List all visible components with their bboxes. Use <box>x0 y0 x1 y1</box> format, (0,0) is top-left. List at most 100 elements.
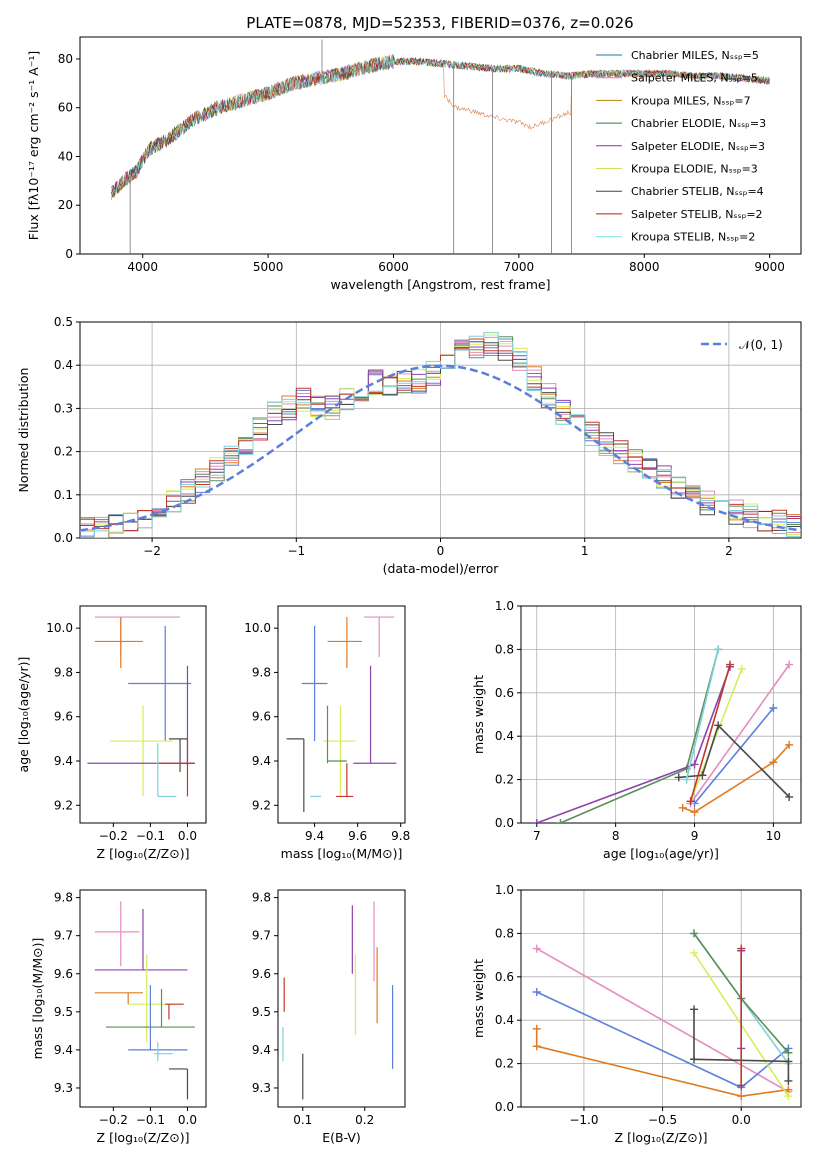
series-line <box>689 664 731 802</box>
x-tick-label: 5000 <box>253 260 284 274</box>
series-marker <box>674 773 683 782</box>
y-tick-label: 0.2 <box>54 445 73 459</box>
y-tick-label: 9.8 <box>252 665 271 679</box>
y-tick-label: 10.0 <box>46 621 73 635</box>
y-tick-label: 9.4 <box>252 754 271 768</box>
y-tick-label: 9.6 <box>54 967 73 981</box>
y-tick-label: 0.2 <box>495 773 514 787</box>
series-marker <box>785 792 794 801</box>
y-tick-label: 9.4 <box>54 1043 73 1057</box>
x-tick-label: −0.1 <box>136 829 165 843</box>
series-marker <box>690 1005 699 1014</box>
y-tick-label: 1.0 <box>495 883 514 897</box>
x-tick-label: 0.0 <box>178 1113 197 1127</box>
x-axis-label: wavelength [Angstrom, rest frame] <box>330 277 550 292</box>
series-marker <box>686 797 695 806</box>
series-marker <box>532 819 541 823</box>
x-tick-label: 0.0 <box>178 829 197 843</box>
errorbar-group <box>87 616 195 798</box>
series-line <box>689 664 790 804</box>
x-tick-label: −1 <box>287 544 305 558</box>
errorbar-group <box>94 901 195 1100</box>
y-tick-label: 0.3 <box>54 401 73 415</box>
y-tick-label: 10.0 <box>244 621 271 635</box>
y-tick-label: 0.0 <box>54 531 73 545</box>
y-tick-label: 80 <box>58 52 73 66</box>
series-marker <box>678 803 687 812</box>
series-marker <box>682 775 691 784</box>
series-marker <box>726 660 735 669</box>
series-marker <box>784 1048 793 1057</box>
x-tick-label: −0.5 <box>648 1113 677 1127</box>
y-tick-label: 9.8 <box>54 665 73 679</box>
series-marker <box>532 1024 541 1033</box>
series-marker <box>532 944 541 953</box>
y-axis-label: Flux [fλ10⁻¹⁷ erg cm⁻² s⁻¹ A⁻¹] <box>26 51 41 240</box>
x-tick-label: 9.4 <box>305 829 324 843</box>
series-marker <box>785 740 794 749</box>
x-tick-label: −1.0 <box>569 1113 598 1127</box>
y-tick-label: 9.6 <box>252 710 271 724</box>
y-tick-label: 60 <box>58 101 73 115</box>
y-tick-label: 0.1 <box>54 488 73 502</box>
y-tick-label: 0.6 <box>495 970 514 984</box>
y-tick-label: 9.4 <box>252 1043 271 1057</box>
x-axis-label: E(B-V) <box>322 1130 361 1145</box>
x-tick-label: 9.8 <box>391 829 410 843</box>
series-marker <box>690 929 699 938</box>
series-marker <box>714 721 723 730</box>
y-tick-label: 9.6 <box>54 710 73 724</box>
x-tick-label: 8 <box>612 829 620 843</box>
series-line <box>685 649 719 780</box>
series-marker <box>532 987 541 996</box>
x-tick-label: 2 <box>725 544 733 558</box>
series-marker <box>737 664 746 673</box>
x-axis-label: Z [log₁₀(Z/Z⊙)] <box>615 1130 708 1145</box>
y-axis-label: Normed distribution <box>16 368 31 493</box>
axes-frame <box>79 889 207 1108</box>
series-line <box>536 666 731 823</box>
y-tick-label: 0.4 <box>495 1013 514 1027</box>
series-marker <box>785 660 794 669</box>
x-tick-label: 0.0 <box>732 1113 751 1127</box>
series-marker <box>784 1076 793 1085</box>
y-tick-label: 0.8 <box>495 926 514 940</box>
series-marker <box>556 819 565 823</box>
x-tick-label: 1 <box>581 544 589 558</box>
y-tick-label: 20 <box>58 198 73 212</box>
y-axis-label: age [log₁₀(age/yr)] <box>16 657 31 773</box>
y-tick-label: 40 <box>58 149 73 163</box>
series-marker <box>690 948 699 957</box>
x-tick-label: 9 <box>691 829 699 843</box>
x-axis-label: mass [log₁₀(M/M⊙)] <box>281 846 403 861</box>
legend-label: Kroupa STELIB, Nₛₛₚ=2 <box>631 231 755 244</box>
series-line <box>536 947 789 1093</box>
y-tick-label: 9.5 <box>252 1005 271 1019</box>
y-tick-label: 0.0 <box>495 1100 514 1114</box>
y-tick-label: 0.8 <box>495 642 514 656</box>
spectrum-model-line <box>111 55 770 197</box>
x-tick-label: 4000 <box>127 260 158 274</box>
axes-frame <box>277 605 406 824</box>
x-tick-label: −0.1 <box>136 1113 165 1127</box>
legend-label: Salpeter ELODIE, Nₛₛₚ=3 <box>631 140 765 153</box>
series-marker <box>737 944 746 953</box>
axes-frame <box>79 36 802 255</box>
x-tick-label: 0.1 <box>293 1113 312 1127</box>
legend-label: 𝒩(0, 1) <box>739 338 783 352</box>
legend-label: Salpeter STELIB, Nₛₛₚ=2 <box>631 208 763 221</box>
series-group <box>532 645 794 823</box>
x-tick-label: −0.2 <box>99 1113 128 1127</box>
series-line <box>693 707 775 805</box>
y-tick-label: 0.0 <box>495 816 514 830</box>
series-line <box>678 723 790 798</box>
x-tick-label: 7 <box>533 829 541 843</box>
x-tick-label: 8000 <box>629 260 660 274</box>
x-tick-label: 0.2 <box>355 1113 374 1127</box>
y-tick-label: 9.8 <box>54 891 73 905</box>
series-marker <box>690 760 699 769</box>
legend-label: Salpeter MILES, Nₛₛₚ=5 <box>631 72 758 85</box>
y-tick-label: 9.7 <box>54 929 73 943</box>
normal-curve <box>80 364 801 532</box>
